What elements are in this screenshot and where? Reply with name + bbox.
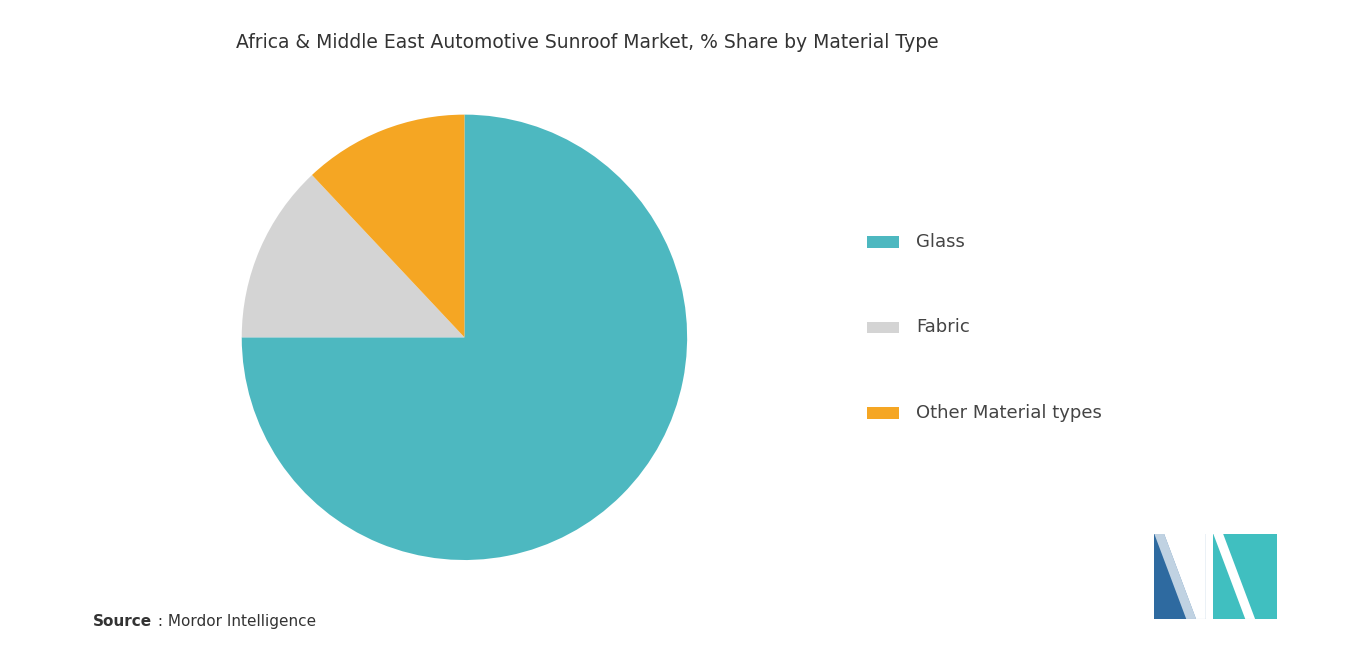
Text: Fabric: Fabric <box>915 318 970 337</box>
Text: : Mordor Intelligence: : Mordor Intelligence <box>153 614 316 629</box>
Wedge shape <box>242 175 464 337</box>
Text: Africa & Middle East Automotive Sunroof Market, % Share by Material Type: Africa & Middle East Automotive Sunroof … <box>236 33 938 52</box>
Wedge shape <box>311 115 464 337</box>
Text: Glass: Glass <box>915 233 964 252</box>
Polygon shape <box>1154 534 1197 619</box>
Text: Other Material types: Other Material types <box>915 403 1101 422</box>
Polygon shape <box>1213 534 1255 619</box>
Polygon shape <box>1164 534 1206 619</box>
Polygon shape <box>1213 534 1277 619</box>
Text: Source: Source <box>93 614 152 629</box>
Polygon shape <box>1154 534 1206 619</box>
Wedge shape <box>242 115 687 560</box>
